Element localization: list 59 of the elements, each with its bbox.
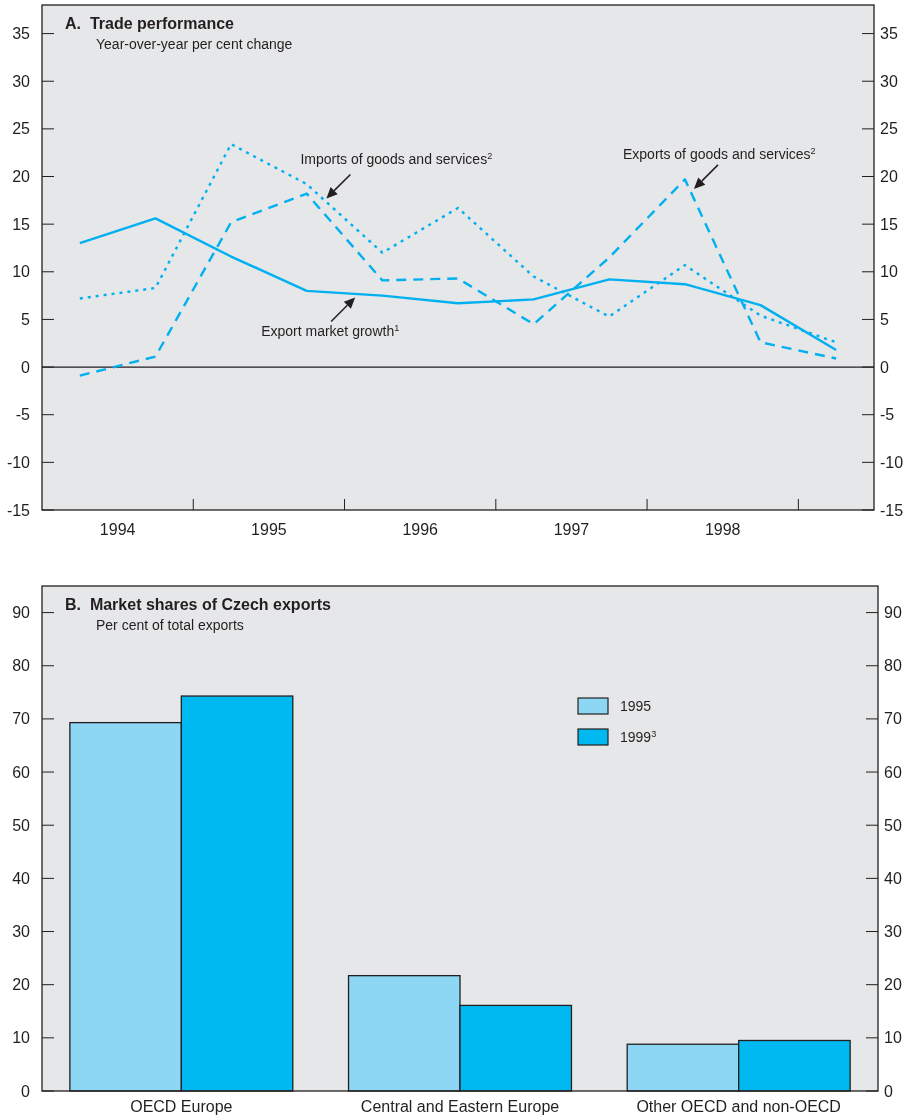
text: Per cent of total exports: [96, 617, 244, 633]
y2-tick-label: -10: [880, 453, 904, 471]
legend-label: 1999$^{3}$: [620, 729, 657, 745]
y-tick-label: 10: [12, 263, 31, 281]
y-tick-label: 15: [12, 215, 31, 233]
y-tick-label: -5: [15, 406, 31, 424]
y-tick-label: -15: [6, 501, 31, 519]
x-tick-label: OECD Europe: [130, 1098, 233, 1115]
y2-tick-label: -5: [880, 406, 895, 424]
x-tick-label: Other OECD and non-OECD: [636, 1098, 841, 1115]
y2-tick-label: 50: [884, 816, 902, 834]
y2-tick-label: 20: [880, 168, 898, 186]
y-tick-label: 5: [21, 311, 31, 329]
y-tick-label: 0: [21, 358, 31, 376]
y-tick-label: -10: [6, 453, 31, 471]
y2-tick-label: 35: [880, 25, 898, 43]
y2-tick-label: 0: [880, 358, 889, 376]
annotation: Exports of goods and services$^{2}$: [622, 145, 816, 162]
text: B. Market shares of Czech exports: [65, 596, 331, 613]
y-tick-label: 70: [12, 710, 31, 728]
y-tick-label: 20: [12, 976, 31, 994]
y2-tick-label: 0: [884, 1082, 893, 1100]
y2-tick-label: 20: [884, 976, 902, 994]
y-tick-label: 90: [12, 604, 31, 622]
y2-tick-label: 10: [884, 1029, 902, 1047]
y2-tick-label: 25: [880, 120, 898, 138]
x-tick-label: 1997: [553, 521, 590, 538]
text: Year-over-year per cent change: [96, 36, 293, 52]
y2-tick-label: -15: [880, 501, 904, 519]
annotation: Export market growth$^{1}$: [261, 322, 400, 339]
x-tick-label: 1996: [402, 521, 439, 538]
x-tick-label: 1994: [99, 521, 136, 538]
x-tick-label: 1998: [704, 521, 741, 538]
y-tick-label: 35: [12, 25, 31, 43]
y2-tick-label: 5: [880, 311, 889, 329]
y-tick-label: 30: [12, 72, 31, 90]
y2-tick-label: 80: [884, 657, 902, 675]
text: A. Trade performance: [65, 15, 235, 32]
annotation: Imports of goods and services$^{2}$: [300, 151, 493, 168]
x-tick-label: Central and Eastern Europe: [360, 1098, 560, 1115]
y2-tick-label: 15: [880, 215, 898, 233]
y2-tick-label: 70: [884, 710, 902, 728]
y-tick-label: 50: [12, 816, 31, 834]
y-tick-label: 25: [12, 120, 31, 138]
y2-tick-label: 40: [884, 869, 902, 887]
y-tick-label: 40: [12, 869, 31, 887]
x-tick-label: 1995: [251, 521, 287, 538]
y2-tick-label: 30: [880, 72, 898, 90]
y-tick-label: 10: [12, 1029, 31, 1047]
legend-label: 1995: [620, 698, 652, 714]
y2-tick-label: 90: [884, 604, 902, 622]
y-tick-label: 0: [21, 1082, 31, 1100]
y2-tick-label: 10: [880, 263, 898, 281]
y2-tick-label: 60: [884, 763, 902, 781]
y2-tick-label: 30: [884, 923, 902, 941]
y-tick-label: 20: [12, 168, 31, 186]
y-tick-label: 80: [12, 657, 31, 675]
y-tick-label: 30: [12, 923, 31, 941]
y-tick-label: 60: [12, 763, 31, 781]
